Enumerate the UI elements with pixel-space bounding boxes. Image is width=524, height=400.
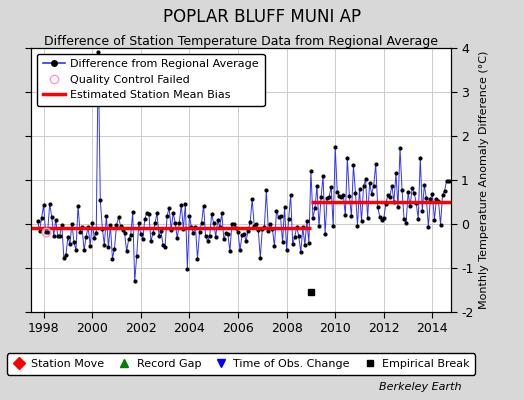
Legend: Station Move, Record Gap, Time of Obs. Change, Empirical Break: Station Move, Record Gap, Time of Obs. C…: [7, 354, 475, 374]
Y-axis label: Monthly Temperature Anomaly Difference (°C): Monthly Temperature Anomaly Difference (…: [479, 51, 489, 309]
Title: Difference of Station Temperature Data from Regional Average: Difference of Station Temperature Data f…: [44, 35, 438, 48]
Text: Berkeley Earth: Berkeley Earth: [379, 382, 461, 392]
Text: POPLAR BLUFF MUNI AP: POPLAR BLUFF MUNI AP: [163, 8, 361, 26]
Legend: Difference from Regional Average, Quality Control Failed, Estimated Station Mean: Difference from Regional Average, Qualit…: [37, 54, 265, 106]
